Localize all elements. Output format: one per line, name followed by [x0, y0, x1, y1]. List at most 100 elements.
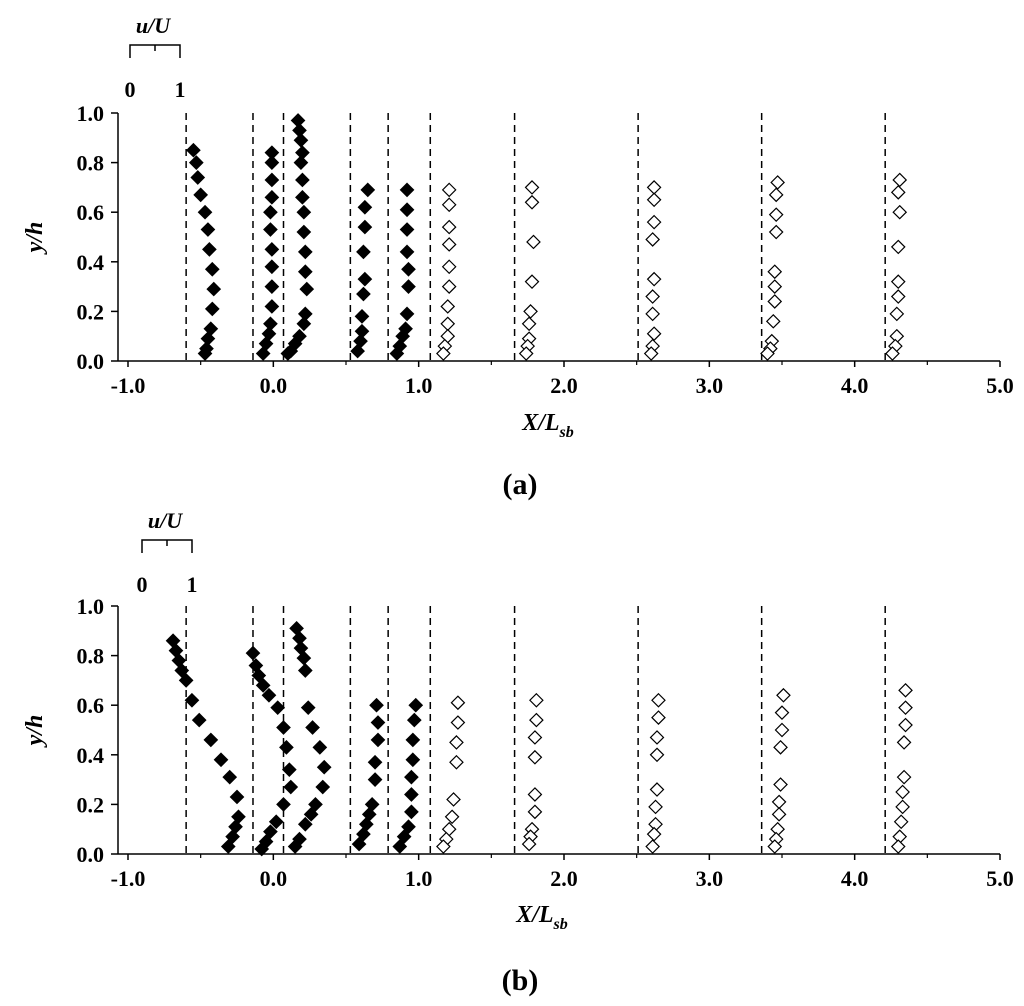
filled-diamond-marker [406, 712, 422, 728]
open-diamond-marker [890, 289, 906, 304]
filled-diamond-marker [276, 797, 291, 812]
open-diamond-marker [898, 717, 913, 733]
open-diamond-marker [529, 712, 544, 728]
open-diamond-marker [441, 219, 457, 235]
filled-diamond-marker [263, 222, 278, 237]
filled-diamond-marker [197, 204, 213, 220]
filled-diamond-marker [197, 346, 213, 361]
open-diamond-marker [889, 306, 905, 322]
open-diamond-marker [444, 809, 460, 825]
filled-diamond-marker [367, 772, 383, 787]
open-diamond-marker [645, 232, 661, 247]
filled-diamond-marker [315, 779, 331, 795]
filled-diamond-marker [204, 301, 220, 317]
filled-diamond-marker [220, 839, 236, 854]
open-diamond-marker [649, 747, 665, 763]
open-diamond-marker [441, 237, 457, 252]
filled-diamond-marker [255, 346, 271, 361]
filled-diamond-marker [283, 779, 299, 795]
filled-diamond-marker [399, 182, 415, 198]
filled-diamond-marker [297, 264, 313, 280]
scale-bar-left-label: 0 [125, 77, 136, 102]
panel-label-a: (a) [503, 468, 538, 501]
x-tick-label: 3.0 [696, 373, 724, 398]
filled-diamond-marker [308, 797, 323, 812]
filled-diamond-marker [370, 732, 386, 748]
y-tick-label: 0.0 [77, 842, 105, 867]
open-diamond-marker [646, 180, 662, 195]
y-tick-label: 1.0 [77, 594, 105, 619]
filled-diamond-marker [369, 697, 384, 713]
y-tick-label: 0.6 [77, 693, 105, 718]
filled-diamond-marker [203, 732, 219, 748]
open-diamond-marker [896, 735, 912, 750]
filled-diamond-marker [295, 172, 310, 188]
open-diamond-marker [890, 185, 906, 200]
y-tick-label: 0.6 [77, 200, 105, 225]
open-diamond-marker [441, 182, 457, 198]
x-axis-title: X/Lsb [521, 410, 574, 441]
filled-diamond-marker [206, 281, 222, 297]
filled-diamond-marker [299, 281, 315, 297]
open-diamond-marker [893, 814, 909, 830]
filled-diamond-marker [293, 132, 309, 148]
filled-diamond-marker [296, 650, 312, 666]
open-diamond-marker [646, 271, 662, 287]
open-diamond-marker [767, 839, 783, 854]
open-diamond-marker [440, 316, 456, 332]
filled-diamond-marker [357, 271, 373, 287]
open-diamond-marker [771, 794, 787, 810]
filled-diamond-marker [356, 244, 371, 260]
filled-diamond-marker [293, 155, 309, 170]
open-diamond-marker [646, 192, 662, 208]
x-axis-title-sub: sb [553, 916, 568, 933]
data-points [186, 113, 908, 361]
scale-bar-bracket [141, 539, 193, 553]
scale-bar-title: u/U [148, 508, 183, 533]
filled-diamond-marker [264, 189, 280, 205]
y-tick-label: 0.2 [77, 299, 105, 324]
open-diamond-marker [524, 180, 540, 195]
filled-diamond-marker [296, 224, 312, 240]
filled-diamond-marker [312, 740, 328, 755]
x-axis-title-sub: sb [559, 424, 574, 441]
scale-bar-b: u/U 0 1 [137, 508, 198, 597]
open-diamond-marker [645, 289, 661, 304]
x-ticks: -1.0 0.0 1.0 2.0 3.0 4.0 5.0 [111, 854, 1014, 891]
open-diamond-marker [450, 695, 466, 711]
filled-diamond-marker [264, 299, 280, 314]
filled-diamond-marker [404, 769, 419, 785]
open-diamond-marker [450, 715, 466, 730]
open-diamond-marker [449, 754, 464, 770]
filled-diamond-marker [193, 187, 209, 203]
open-diamond-marker [890, 239, 906, 255]
open-diamond-marker [527, 749, 543, 765]
open-diamond-marker [441, 279, 457, 294]
open-diamond-marker [651, 710, 666, 725]
open-diamond-marker [645, 306, 661, 322]
filled-diamond-marker [408, 697, 424, 713]
filled-diamond-marker [255, 678, 271, 693]
filled-diamond-marker [264, 155, 280, 170]
filled-diamond-marker [184, 692, 200, 708]
scale-bar-title: u/U [136, 13, 171, 38]
y-tick-label: 0.8 [77, 151, 105, 176]
open-diamond-marker [890, 274, 906, 289]
open-diamond-marker [898, 682, 913, 698]
filled-diamond-marker [213, 752, 229, 768]
filled-diamond-marker [188, 155, 204, 170]
filled-diamond-marker [225, 829, 240, 844]
x-ticks: -1.0 0.0 1.0 2.0 3.0 4.0 5.0 [111, 361, 1014, 398]
filled-diamond-marker [264, 172, 280, 188]
filled-diamond-marker [229, 789, 245, 805]
filled-diamond-marker [396, 829, 412, 844]
open-diamond-marker [646, 826, 662, 842]
y-tick-label: 0.0 [77, 349, 105, 374]
filled-diamond-marker [174, 663, 190, 678]
open-diamond-marker [885, 346, 900, 361]
y-tick-label: 0.4 [77, 250, 105, 275]
filled-diamond-marker [401, 261, 416, 277]
filled-diamond-marker [186, 142, 201, 158]
section-lines [185, 113, 886, 361]
